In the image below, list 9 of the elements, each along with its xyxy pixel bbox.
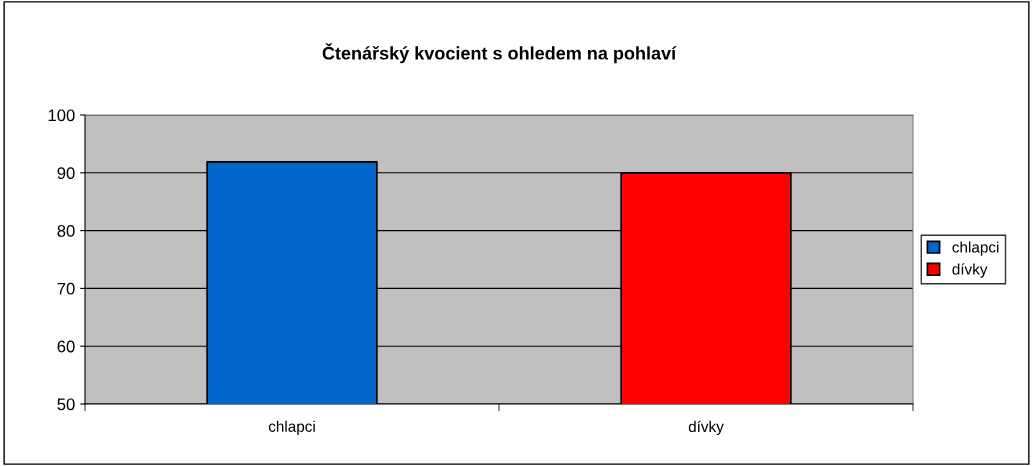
chart-title: Čtenářský kvocient s ohledem na pohlaví: [322, 43, 677, 64]
y-tick-label: 100: [48, 109, 75, 122]
legend-label: dívky: [952, 263, 988, 278]
legend-label: chlapci: [952, 241, 999, 256]
y-tick-label: 70: [57, 282, 75, 295]
y-tick-label: 90: [57, 167, 75, 179]
y-tick-label: 50: [57, 398, 75, 411]
y-tick-label: 60: [57, 340, 75, 353]
y-tick-label: 80: [57, 225, 75, 237]
